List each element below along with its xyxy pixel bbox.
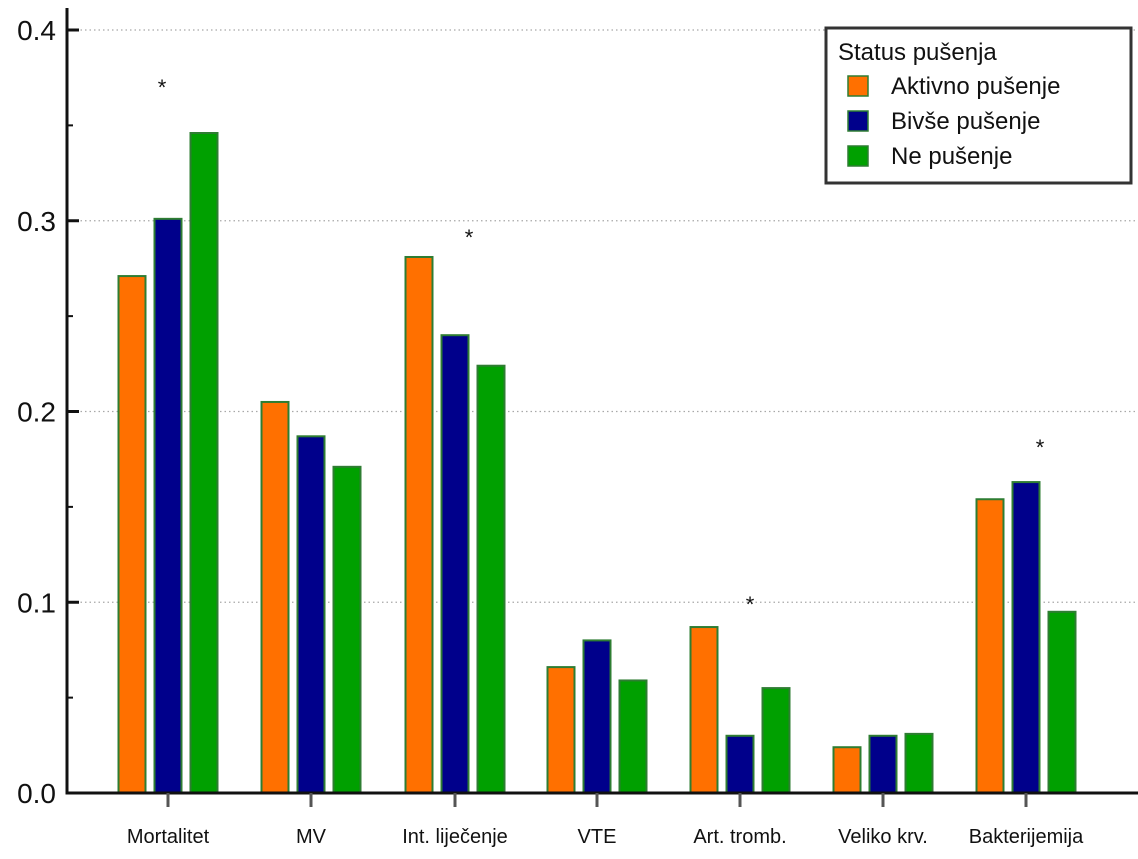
significance-asterisk: * xyxy=(158,75,167,100)
bar xyxy=(1013,482,1040,793)
bar xyxy=(620,680,647,793)
y-tick-label: 0.4 xyxy=(17,15,56,46)
bars xyxy=(119,133,1076,793)
bar xyxy=(584,640,611,793)
y-tick-label: 0.2 xyxy=(17,397,56,428)
x-tick-label: Mortalitet xyxy=(127,826,210,848)
bar xyxy=(548,667,575,793)
bar xyxy=(119,276,146,793)
x-tick-label: Int. liječenje xyxy=(402,826,508,848)
x-tick-label: VTE xyxy=(578,826,617,848)
legend-label: Bivše pušenje xyxy=(891,108,1040,135)
bar xyxy=(191,133,218,793)
bar xyxy=(478,366,505,793)
bar xyxy=(442,335,469,793)
bar xyxy=(1049,612,1076,793)
bar xyxy=(834,747,861,793)
bar xyxy=(298,436,325,793)
bar xyxy=(906,734,933,793)
significance-asterisk: * xyxy=(746,592,755,617)
bar xyxy=(406,257,433,793)
legend-title: Status pušenja xyxy=(838,39,997,66)
x-tick-label: Bakterijemija xyxy=(969,826,1084,848)
x-tick-label: Art. tromb. xyxy=(693,826,786,848)
significance-asterisk: * xyxy=(1036,435,1045,460)
y-tick-label: 0.3 xyxy=(17,206,56,237)
bar xyxy=(727,736,754,793)
bar xyxy=(870,736,897,793)
bar xyxy=(155,219,182,793)
legend-swatch xyxy=(848,111,868,131)
bar xyxy=(977,499,1004,793)
bar xyxy=(262,402,289,793)
legend-swatch xyxy=(848,146,868,166)
legend-label: Aktivno pušenje xyxy=(891,73,1060,100)
legend-swatch xyxy=(848,76,868,96)
y-tick-label: 0.0 xyxy=(17,778,56,809)
bar xyxy=(691,627,718,793)
x-tick-label: Veliko krv. xyxy=(838,826,928,848)
bar xyxy=(763,688,790,793)
legend: Status pušenja Aktivno pušenje Bivše pušen… xyxy=(826,28,1131,183)
significance-asterisk: * xyxy=(465,225,474,250)
legend-label: Ne pušenje xyxy=(891,143,1012,170)
y-tick-label: 0.1 xyxy=(17,587,56,618)
x-tick-label: MV xyxy=(296,826,327,848)
bar xyxy=(334,467,361,793)
